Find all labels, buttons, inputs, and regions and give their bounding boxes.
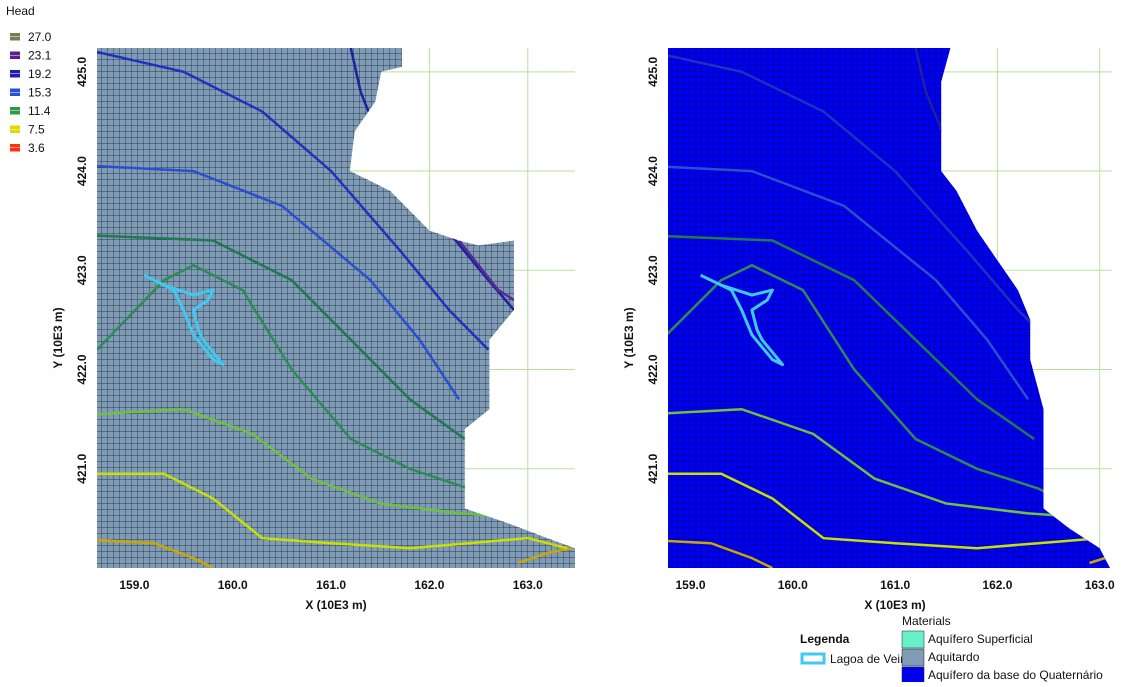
x-tick-label: 162.0 xyxy=(414,578,444,592)
legend-swatch xyxy=(902,631,924,648)
panel: 159.0 160.0 161.0 162.0 163.0 421.0 422.0 423.0… xyxy=(51,48,575,612)
y-tick-label: 425.0 xyxy=(646,56,660,86)
x-tick-label: 163.0 xyxy=(513,578,543,592)
legend-swatch xyxy=(10,148,20,152)
x-axis-label: X (10E3 m) xyxy=(305,598,366,612)
legend-label: 19.2 xyxy=(28,67,52,81)
legend-label: 15.3 xyxy=(28,86,52,100)
legend-label: Aquífero da base do Quaternário xyxy=(928,668,1103,682)
y-tick-label: 425.0 xyxy=(75,56,89,86)
legend-swatch xyxy=(10,37,20,41)
legend-label: 7.5 xyxy=(28,123,45,137)
head-legend-title: Head xyxy=(6,4,35,18)
y-tick-label: 422.0 xyxy=(75,354,89,384)
legend-swatch xyxy=(10,56,20,60)
x-tick-label: 161.0 xyxy=(316,578,346,592)
x-tick-label: 162.0 xyxy=(982,578,1012,592)
legend-swatch xyxy=(10,107,20,111)
y-tick-label: 421.0 xyxy=(646,453,660,483)
y-tick-label: 423.0 xyxy=(646,255,660,285)
legend-swatch xyxy=(10,89,20,93)
legend-swatch xyxy=(802,654,824,663)
domain-mesh xyxy=(97,48,575,568)
x-tick-label: 160.0 xyxy=(218,578,248,592)
legend-swatch xyxy=(10,126,20,130)
legend-swatch xyxy=(10,93,20,97)
x-tick-label: 159.0 xyxy=(119,578,149,592)
x-tick-label: 159.0 xyxy=(675,578,705,592)
lake-legend-title: Legenda xyxy=(800,632,850,646)
legend-swatch xyxy=(10,111,20,115)
legend-swatch xyxy=(10,144,20,148)
y-tick-label: 422.0 xyxy=(646,354,660,384)
model-domain xyxy=(97,48,575,568)
legend-swatch xyxy=(10,33,20,37)
legend-swatch xyxy=(10,74,20,78)
domain-mesh xyxy=(668,48,1110,568)
legend-label: 11.4 xyxy=(28,104,51,118)
legend-label: 27.0 xyxy=(28,30,52,44)
y-tick-label: 424.0 xyxy=(75,156,89,186)
legend-swatch xyxy=(10,70,20,74)
x-tick-label: 160.0 xyxy=(778,578,808,592)
legend-label: Aquífero Superficial xyxy=(928,632,1033,646)
figure: Head Legenda Materials 159.0 160.0 161.0 16… xyxy=(0,0,1128,682)
legend-label: Aquitardo xyxy=(928,650,980,664)
y-tick-label: 423.0 xyxy=(75,255,89,285)
page: Head contours {"chart_data": [ {"type": … xyxy=(0,0,1128,687)
legend-swatch xyxy=(10,52,20,56)
y-axis-label: Y (10E3 m) xyxy=(51,307,65,368)
y-tick-label: 421.0 xyxy=(75,453,89,483)
model-domain xyxy=(652,48,1128,568)
x-tick-label: 161.0 xyxy=(880,578,910,592)
body: Head Legenda Materials 159.0 160.0 161.0 16… xyxy=(0,0,1128,687)
y-axis-label: Y (10E3 m) xyxy=(622,307,636,368)
legend-swatch xyxy=(10,130,20,134)
x-axis-label: X (10E3 m) xyxy=(864,598,925,612)
panel: 159.0 160.0 161.0 162.0 163.0 421.0 422.0 423.0… xyxy=(622,48,1128,612)
x-tick-label: 163.0 xyxy=(1085,578,1115,592)
legend-swatch xyxy=(902,667,924,682)
legend-label: 23.1 xyxy=(28,49,52,63)
y-tick-label: 424.0 xyxy=(646,156,660,186)
legend-swatch xyxy=(902,649,924,666)
materials-legend-title: Materials xyxy=(902,614,951,628)
legend-label: 3.6 xyxy=(28,141,45,155)
